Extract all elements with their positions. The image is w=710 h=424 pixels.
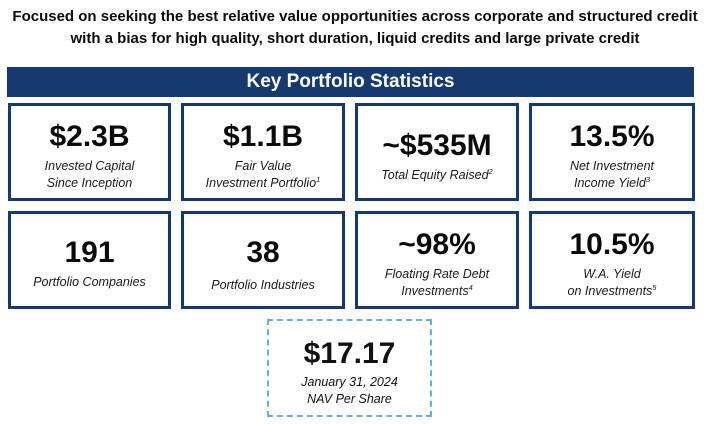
- stat-value: 191: [64, 236, 115, 269]
- stat-label-line: Portfolio Companies: [33, 275, 146, 289]
- stat-description: W.A. Yield on Investments5: [532, 266, 692, 300]
- stat-label-line: Fair Value: [234, 159, 292, 173]
- stat-label-line-with-note: Investments4: [401, 282, 473, 298]
- stat-description: Portfolio Companies: [11, 274, 168, 291]
- stat-portfolio-companies: 191 Portfolio Companies: [8, 211, 171, 309]
- stat-label-line: Invested Capital: [44, 159, 135, 173]
- stat-value: 10.5%: [569, 228, 655, 261]
- stat-description: Net Investment Income Yield3: [532, 158, 692, 192]
- nav-date: January 31, 2024: [301, 375, 398, 389]
- stat-value: ~98%: [398, 228, 476, 261]
- stat-weighted-average-yield: 10.5% W.A. Yield on Investments5: [529, 211, 695, 309]
- intro-text: Focused on seeking the best relative val…: [0, 6, 710, 50]
- footnote-marker: 2: [488, 166, 493, 176]
- stat-label-line-with-note: Investment Portfolio1: [205, 174, 321, 190]
- stat-description: Invested Capital Since Inception: [11, 158, 168, 192]
- stat-invested-capital: $2.3B Invested Capital Since Inception: [8, 103, 171, 201]
- stat-label-line: Portfolio Industries: [211, 278, 315, 292]
- stat-description: Total Equity Raised2: [358, 167, 516, 184]
- stat-value: $2.3B: [49, 120, 130, 153]
- stat-label-line: W.A. Yield: [583, 267, 641, 281]
- stat-description: Fair Value Investment Portfolio1: [184, 158, 342, 192]
- footnote-marker: 3: [645, 174, 650, 184]
- stat-value: ~$535M: [382, 129, 492, 162]
- stat-label-line-with-note: Income Yield3: [574, 174, 650, 190]
- stat-description: Floating Rate Debt Investments4: [358, 266, 516, 300]
- stat-fair-value-portfolio: $1.1B Fair Value Investment Portfolio1: [181, 103, 345, 201]
- stat-floating-rate-debt: ~98% Floating Rate Debt Investments4: [355, 211, 519, 309]
- nav-label: NAV Per Share: [307, 392, 392, 406]
- nav-description: January 31, 2024 NAV Per Share: [269, 374, 430, 408]
- intro-line-2: with a bias for high quality, short dura…: [70, 30, 640, 47]
- stat-label-line-with-note: Total Equity Raised2: [381, 166, 493, 182]
- key-portfolio-statistics-banner: Key Portfolio Statistics: [7, 67, 694, 97]
- stat-label-line: Since Inception: [46, 176, 133, 190]
- footnote-marker: 4: [468, 282, 473, 292]
- stat-value: $1.1B: [222, 120, 304, 153]
- stat-description: Portfolio Industries: [184, 277, 342, 294]
- stat-label-line: Floating Rate Debt: [384, 267, 490, 281]
- footnote-marker: 1: [316, 174, 321, 184]
- stat-value: 13.5%: [569, 120, 655, 153]
- nav-value: $17.17: [303, 337, 396, 370]
- nav-per-share-box: $17.17 January 31, 2024 NAV Per Share: [267, 319, 432, 417]
- stat-total-equity-raised: ~$535M Total Equity Raised2: [355, 103, 519, 201]
- stat-net-investment-income-yield: 13.5% Net Investment Income Yield3: [529, 103, 695, 201]
- stat-label-line-with-note: on Investments5: [567, 282, 657, 298]
- stat-value: 38: [246, 236, 280, 269]
- intro-line-1: Focused on seeking the best relative val…: [12, 8, 698, 25]
- stat-label-line: Net Investment: [569, 159, 655, 173]
- stat-portfolio-industries: 38 Portfolio Industries: [181, 211, 345, 309]
- footnote-marker: 5: [652, 282, 657, 292]
